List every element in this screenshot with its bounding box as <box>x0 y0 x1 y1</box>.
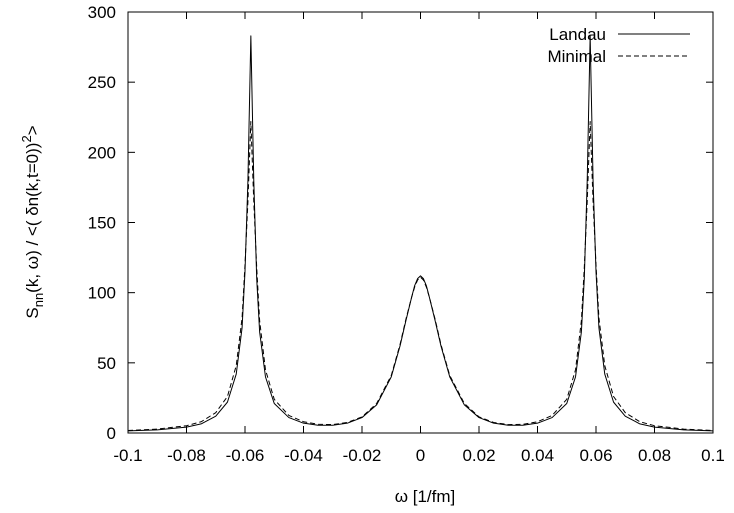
series-lines <box>127 35 714 432</box>
y-axis-label-middle: (k, ω) / <( δn(k,t=0)) <box>23 143 42 293</box>
x-tick-label: -0.06 <box>226 446 265 465</box>
x-tick-label: 0 <box>416 446 425 465</box>
x-tick-label: -0.1 <box>113 446 142 465</box>
x-axis-ticks: -0.1 -0.08 -0.06 -0.04 -0.02 0 0.02 0.04 0.06 0.0… <box>113 12 725 465</box>
y-tick-label: 100 <box>88 284 116 303</box>
legend: Landau Minimal <box>547 25 690 66</box>
y-axis-label-base: S <box>23 307 42 318</box>
series-line-landau <box>127 35 714 432</box>
x-tick-label: -0.08 <box>167 446 206 465</box>
x-tick-label: 0.04 <box>521 446 554 465</box>
y-tick-label: 300 <box>88 3 116 22</box>
legend-label-landau: Landau <box>549 25 606 44</box>
y-axis-label: Snn(k, ω) / <( δn(k,t=0))2> <box>19 125 46 318</box>
x-tick-label: 0.02 <box>462 446 495 465</box>
y-tick-label: 0 <box>107 424 116 443</box>
plot-area-border <box>127 11 714 434</box>
x-axis-label: ω [1/fm] <box>395 487 456 506</box>
y-tick-label: 200 <box>88 143 116 162</box>
x-tick-label: -0.02 <box>343 446 382 465</box>
y-axis-label-sub: nn <box>31 293 46 307</box>
y-axis-ticks: 0 50 100 150 200 250 300 <box>88 3 713 443</box>
y-tick-label: 250 <box>88 73 116 92</box>
y-axis-label-sup: 2 <box>19 135 34 142</box>
series-line-minimal <box>127 120 714 431</box>
y-tick-label: 150 <box>88 214 116 233</box>
x-tick-label: -0.04 <box>284 446 323 465</box>
y-axis-label-end: > <box>23 125 42 135</box>
x-tick-label: 0.08 <box>638 446 671 465</box>
x-tick-label: 0.06 <box>579 446 612 465</box>
x-tick-label: 0.1 <box>701 446 725 465</box>
y-tick-label: 50 <box>97 354 116 373</box>
plot-frame <box>127 11 714 434</box>
legend-label-minimal: Minimal <box>547 47 606 66</box>
